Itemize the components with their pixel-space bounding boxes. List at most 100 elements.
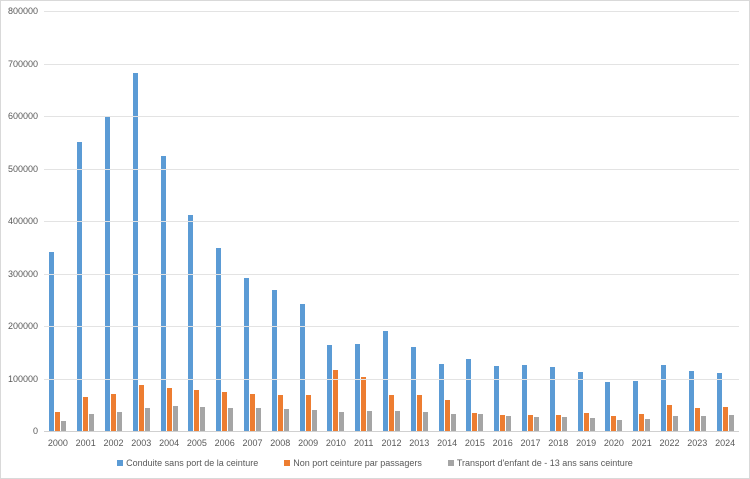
bar-2020-series-0 [605,381,611,431]
y-tick-label: 500000 [7,163,38,174]
bar-2018-series-1 [555,415,561,431]
bar-2021-series-2 [645,418,651,431]
legend-label: Conduite sans port de la ceinture [126,458,259,468]
plot-area [44,11,739,431]
bar-2021-series-1 [639,413,645,431]
bar-2020-series-2 [617,419,623,431]
x-tick-label: 2021 [631,438,652,448]
bar-2000-series-0 [49,251,55,431]
bar-2003-series-1 [138,385,144,431]
x-tick-label: 2022 [659,438,680,448]
bar-2021-series-0 [633,380,639,431]
bar-2001-series-1 [83,396,89,431]
x-tick-label: 2000 [47,438,68,448]
bar-2009-series-0 [299,303,305,431]
bar-2010-series-0 [327,344,333,431]
bar-2020-series-1 [611,416,617,431]
bar-2023-series-1 [694,407,700,431]
legend-label: Non port ceinture par passagers [293,458,422,468]
x-tick-label: 2009 [298,438,319,448]
gridline [44,116,739,117]
x-tick-label: 2006 [214,438,235,448]
bar-2004-series-1 [166,388,172,431]
bar-2012-series-2 [395,410,400,431]
x-tick-label: 2003 [131,438,152,448]
legend-item: Transport d'enfant de - 13 ans sans cein… [447,458,633,468]
gridline [44,326,739,327]
bar-2010-series-2 [339,412,345,431]
bar-2024-series-2 [728,415,734,431]
bar-2018-series-0 [549,366,555,431]
bar-2009-series-1 [305,395,311,431]
y-tick-label: 800000 [7,6,38,16]
bar-2007-series-2 [256,407,261,431]
bar-2001-series-2 [89,414,95,431]
x-axis-line [44,431,739,432]
y-tick-label: 400000 [7,216,38,226]
bar-2002-series-2 [117,412,122,431]
bar-2017-series-0 [522,365,527,431]
y-tick-label: 300000 [7,268,38,279]
bar-2000-series-1 [55,412,61,431]
bar-2008-series-2 [283,408,289,431]
bar-2016-series-2 [506,415,512,431]
bar-2009-series-2 [311,410,317,431]
y-tick-label: 100000 [7,373,38,384]
bar-2013-series-1 [416,394,422,431]
bar-2023-series-0 [688,370,694,431]
bar-2002-series-1 [111,394,116,431]
bar-2008-series-1 [277,394,283,431]
bar-2006-series-0 [216,248,222,431]
bar-2018-series-2 [561,416,567,431]
bar-2007-series-1 [250,394,255,431]
y-tick-label: 700000 [7,58,38,69]
bar-2006-series-1 [222,391,228,431]
legend-swatch-icon [284,460,291,466]
x-tick-label: 2007 [242,438,263,448]
x-tick-label: 2016 [492,438,513,448]
gridline [44,63,739,65]
x-tick-label: 2002 [103,438,124,448]
bar-2004-series-0 [160,155,166,431]
y-tick-label: 0 [32,426,38,436]
bar-2013-series-0 [410,347,416,431]
y-tick-label: 200000 [7,321,38,331]
bar-2010-series-1 [333,369,339,431]
bar-2024-series-0 [716,372,722,431]
legend-swatch-icon [447,460,454,466]
bar-2022-series-0 [661,364,666,431]
bar-2014-series-2 [450,413,456,431]
bar-2014-series-0 [438,363,444,431]
bar-2011-series-0 [355,343,361,431]
bar-2012-series-1 [389,394,394,431]
legend: Conduite sans port de la ceinture Non por… [0,458,750,468]
legend-item: Non port ceinture par passagers [284,458,422,468]
bar-2012-series-0 [383,331,388,431]
x-tick-label: 2018 [548,438,569,448]
bar-2016-series-1 [500,415,506,431]
bar-2022-series-2 [673,415,678,431]
bar-2023-series-2 [700,415,706,431]
bar-2005-series-2 [200,407,206,431]
y-tick-label: 600000 [7,111,38,121]
bar-2019-series-1 [583,413,589,431]
bar-2007-series-0 [244,277,249,431]
bar-2003-series-0 [132,72,138,431]
x-tick-label: 2017 [520,438,541,448]
bar-2017-series-1 [528,415,533,431]
x-tick-label: 2024 [715,438,736,448]
x-tick-label: 2012 [381,438,402,448]
bar-2017-series-2 [534,416,539,431]
bar-2011-series-1 [361,376,367,431]
bar-2004-series-2 [172,406,178,431]
gridline [44,11,739,12]
bar-2015-series-0 [466,359,472,431]
bar-2001-series-0 [77,141,83,431]
bar-2011-series-2 [367,410,373,431]
x-tick-label: 2023 [687,438,708,448]
x-tick-label: 2005 [186,438,207,448]
bar-2005-series-0 [188,215,194,431]
gridline [44,378,739,380]
gridline [44,273,739,275]
